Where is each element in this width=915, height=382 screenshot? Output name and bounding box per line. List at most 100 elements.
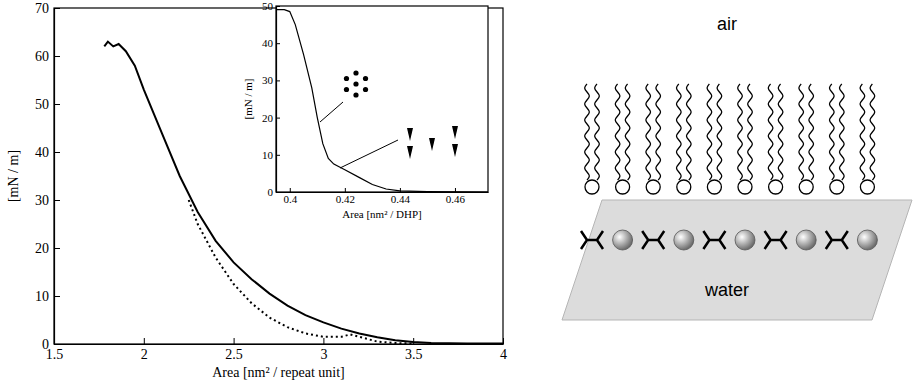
y-tick-mark [54, 248, 60, 249]
y-axis: 010203040506070 [35, 1, 60, 352]
lipid-tail [768, 84, 773, 180]
figure-svg: 1.522.533.54010203040506070Area [nm² / r… [0, 0, 915, 382]
inset-chart: 0.4 0.42 0.44 0.46 0 10 20 30 40 50 Area [nm² / DH… [242, 0, 489, 220]
y-tick-label: 50 [262, 0, 274, 12]
x-tick-label: 2 [141, 347, 148, 362]
lipid-tail [809, 84, 814, 180]
lipid-tail [870, 84, 875, 180]
lipid-head [830, 180, 844, 194]
lipid-tail [656, 84, 661, 180]
tilted-molecule [452, 126, 458, 139]
y-tick-label: 0 [42, 337, 49, 352]
packing-dot [344, 87, 349, 92]
y-tick-label: 60 [35, 49, 49, 64]
counterion [674, 230, 694, 250]
y-tick-label: 30 [262, 74, 274, 86]
y-tick: 30 [35, 193, 60, 208]
lipid-head [707, 180, 721, 194]
x-tick-label: 3 [320, 347, 327, 362]
y-tick-label: 0 [268, 186, 274, 198]
linker [581, 231, 603, 249]
packing-dot [363, 87, 368, 92]
y-tick-label: 40 [262, 37, 274, 49]
packing-dot [363, 76, 368, 81]
lipid-tail [829, 84, 834, 180]
lipid-tail [686, 84, 691, 180]
leader-line [340, 140, 398, 168]
lipid-head [646, 180, 660, 194]
y-tick: 60 [35, 49, 60, 64]
figure: 1.522.533.54010203040506070Area [nm² / r… [0, 0, 915, 382]
counterion [613, 230, 633, 250]
x-tick: 2.5 [225, 338, 243, 362]
y-tick: 20 [262, 112, 280, 124]
x-tick-label: 0.4 [283, 193, 297, 205]
x-axis: 1.522.533.54 [46, 338, 507, 362]
lipid-tail [799, 84, 804, 180]
lipid-head [616, 180, 630, 194]
x-tick: 0.42 [336, 188, 355, 205]
lipid-tail [595, 84, 600, 180]
x-tick-mark [144, 338, 145, 344]
counterion [857, 230, 877, 250]
x-tick-label: 0.46 [446, 193, 466, 205]
tilted-molecule [407, 128, 413, 141]
lipid-tail [839, 84, 844, 180]
x-tick-label: 2.5 [225, 347, 243, 362]
y-tick-mark [54, 200, 60, 201]
lipid-tail [615, 84, 620, 180]
linker [642, 231, 664, 249]
y-tick: 50 [35, 97, 60, 112]
lipid-tail [778, 84, 783, 180]
y-tick-label: 10 [35, 289, 49, 304]
tilted-molecule [429, 138, 435, 151]
counterion [796, 230, 816, 250]
y-tick-label: 20 [262, 112, 274, 124]
main-chart: 1.522.533.54010203040506070Area [nm² / r… [6, 1, 507, 380]
y-tick: 30 [262, 74, 280, 86]
y-tick-label: 20 [35, 241, 49, 256]
x-tick: 2 [141, 338, 148, 362]
y-tick-mark [54, 56, 60, 57]
tilted-molecule [452, 144, 458, 157]
x-tick-mark [323, 338, 324, 344]
packing-dot [344, 76, 349, 81]
lipid-tail [646, 84, 651, 180]
y-axis-title: [mN / m] [242, 79, 254, 120]
plot-frame [276, 6, 488, 192]
lipid-tail [676, 84, 681, 180]
lipid-tail [860, 84, 865, 180]
water-label: water [704, 280, 749, 300]
x-tick: 0.4 [283, 188, 297, 205]
packing-dot [353, 92, 358, 97]
y-tick: 40 [262, 37, 280, 49]
y-tick: 20 [35, 241, 60, 256]
y-tick-mark [54, 104, 60, 105]
lipid-head [677, 180, 691, 194]
x-tick-label: 4 [500, 347, 507, 362]
x-tick-mark [234, 338, 235, 344]
monolayer-diagram: airwater [562, 14, 912, 320]
y-tick-mark [54, 296, 60, 297]
y-tick-label: 30 [35, 193, 49, 208]
y-tick-mark [276, 155, 280, 156]
x-axis-title: Area [nm² / DHP] [342, 208, 421, 220]
packing-dot [353, 81, 358, 86]
inset-background [276, 6, 488, 192]
counterion [735, 230, 755, 250]
x-tick-mark [290, 188, 291, 192]
y-tick-label: 40 [35, 145, 49, 160]
y-tick-mark [276, 118, 280, 119]
x-tick-label: 0.42 [336, 193, 355, 205]
lipid-head [769, 180, 783, 194]
x-tick: 3 [320, 338, 327, 362]
x-tick-mark [345, 188, 346, 192]
x-axis: 0.4 0.42 0.44 0.46 [277, 188, 489, 205]
packing-dot [353, 70, 358, 75]
x-tick-label: 0.44 [391, 193, 411, 205]
y-tick-label: 10 [262, 149, 274, 161]
y-tick: 10 [35, 289, 60, 304]
series-line [276, 10, 488, 192]
lipid-head [860, 180, 874, 194]
y-tick: 10 [262, 149, 280, 161]
